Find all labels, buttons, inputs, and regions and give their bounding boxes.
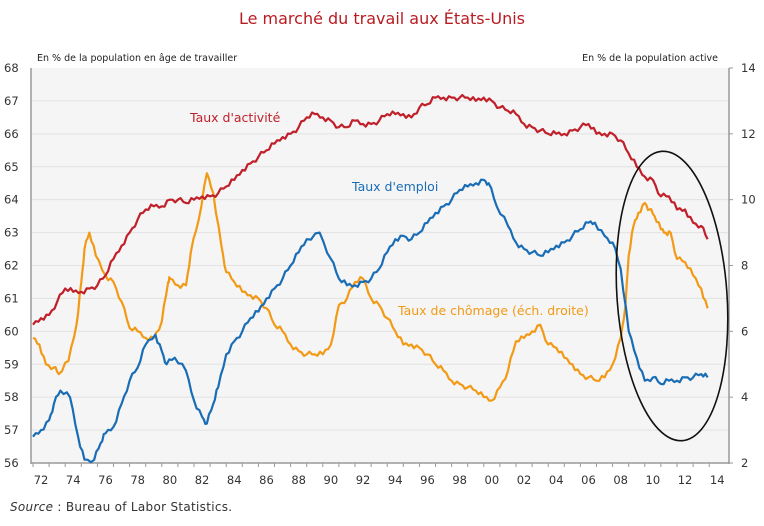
right-tick-label: 4 [741,390,748,404]
x-tick-label: 88 [291,473,306,487]
left-tick-label: 56 [4,456,19,470]
right-tick-label: 10 [741,193,756,207]
right-axis: 2 4 6 8 10 12 14 [729,61,756,470]
left-tick-label: 62 [4,259,19,273]
left-tick-label: 61 [4,291,19,305]
left-tick-label: 66 [4,127,19,141]
right-tick-label: 14 [741,61,756,75]
chart-title: Le marché du travail aux États-Unis [239,9,525,28]
label-taux-chomage: Taux de chômage (éch. droite) [397,303,589,318]
x-tick-label: 78 [130,473,145,487]
label-taux-emploi: Taux d'emploi [351,179,438,194]
x-tick-label: 74 [66,473,81,487]
right-tick-label: 6 [741,324,748,338]
x-tick-label: 96 [420,473,435,487]
highlight-ellipse [615,150,729,442]
x-tick-label: 80 [163,473,178,487]
x-tick-label: 72 [34,473,49,487]
x-tick-label: 98 [452,473,467,487]
label-taux-activite: Taux d'activité [189,110,281,125]
x-tick-label: 12 [678,473,693,487]
x-tick-label: 90 [324,473,339,487]
series-lines [32,93,709,464]
left-tick-label: 68 [4,61,19,75]
x-tick-label: 76 [98,473,113,487]
left-tick-label: 57 [4,423,19,437]
x-tick-label: 10 [646,473,661,487]
right-tick-label: 2 [741,456,748,470]
x-tick-label: 04 [549,473,564,487]
left-tick-label: 60 [4,324,19,338]
left-tick-label: 65 [4,160,19,174]
x-tick-label: 08 [613,473,628,487]
source-text: : Bureau of Labor Statistics. [53,500,232,514]
series-line-chomage [32,172,709,402]
left-tick-label: 63 [4,226,19,240]
x-tick-label: 86 [259,473,274,487]
right-tick-label: 8 [741,259,748,273]
left-tick-label: 64 [4,193,19,207]
x-tick-label: 02 [517,473,532,487]
right-tick-label: 12 [741,127,756,141]
x-tick-label: 92 [356,473,371,487]
x-tick-label: 84 [227,473,242,487]
x-tick-label: 14 [710,473,725,487]
left-axis: 56 57 58 59 60 61 62 63 64 65 66 67 68 [4,61,19,470]
series-line-emploi [32,178,709,464]
x-tick-label: 94 [388,473,403,487]
x-axis: 72 74 76 78 80 82 84 86 88 90 92 94 96 98 00 02 04 06 08 10… [32,463,725,487]
x-tick-label: 06 [581,473,596,487]
left-tick-label: 59 [4,357,19,371]
left-tick-label: 67 [4,94,19,108]
source-prefix: Source [10,500,53,514]
x-tick-label: 82 [195,473,210,487]
series-line-activite [32,93,709,326]
x-tick-label: 00 [485,473,500,487]
left-axis-title: En % de la population en âge de travaill… [37,53,237,64]
left-tick-label: 58 [4,390,19,404]
right-axis-title: En % de la population active [582,53,718,64]
source-note: Source : Bureau of Labor Statistics. [10,500,232,514]
